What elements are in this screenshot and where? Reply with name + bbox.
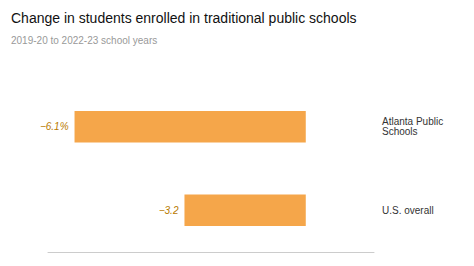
svg-text:2019-20 to 2022-23 school year: 2019-20 to 2022-23 school years xyxy=(11,35,157,46)
svg-text:Atlanta Public: Atlanta Public xyxy=(382,116,444,128)
svg-text:U.S. overall: U.S. overall xyxy=(382,205,434,216)
svg-text:−3.2: −3.2 xyxy=(159,205,179,216)
svg-text:−6.1%: −6.1% xyxy=(40,121,69,132)
svg-text:Change in students enrolled in: Change in students enrolled in tradition… xyxy=(11,10,357,26)
svg-text:Schools: Schools xyxy=(382,126,418,137)
